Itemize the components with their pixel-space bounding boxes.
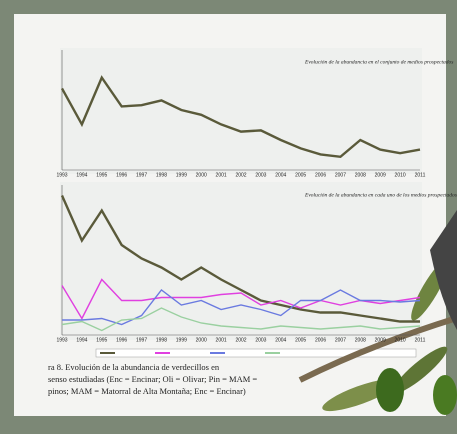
x-tick-label: 2001: [216, 337, 227, 343]
x-tick-label: 2001: [216, 172, 227, 178]
x-tick-label: 2009: [375, 337, 386, 343]
x-tick-label: 2007: [335, 337, 346, 343]
line-series: [62, 289, 421, 326]
line-series: [60, 195, 420, 323]
x-tick-label: 1993: [56, 337, 67, 343]
x-tick-label: 2005: [295, 172, 306, 178]
caption: ra 8. Evolución de la abundancia de verd…: [48, 362, 220, 372]
legend: [95, 348, 417, 358]
x-tick-label: 1998: [156, 172, 167, 178]
x-tick-label: 2004: [275, 172, 286, 178]
x-tick-label: 1996: [116, 172, 127, 178]
chart-title: Evolución de la abundancia en el conjunt…: [304, 59, 453, 65]
x-tick-label: 1994: [76, 172, 87, 178]
caption: senso estudiadas (Enc = Encinar; Oli = O…: [48, 374, 257, 384]
x-tick-label: 1994: [76, 337, 87, 343]
line-series: [60, 75, 421, 159]
plot-bg: [60, 182, 422, 340]
x-tick-label: 2005: [295, 337, 306, 343]
x-tick-label: 2010: [395, 337, 406, 343]
x-tick-label: 2003: [255, 337, 266, 343]
chart-title: Evolución de la abundancia en cada uno d…: [304, 192, 457, 198]
x-tick-label: 1997: [136, 172, 147, 178]
x-tick-label: 1995: [96, 337, 107, 343]
x-tick-label: 2006: [315, 172, 326, 178]
x-tick-label: 2003: [255, 172, 266, 178]
x-tick-label: 2011: [415, 337, 426, 343]
x-tick-label: 1995: [96, 172, 107, 178]
x-tick-label: 2011: [415, 172, 426, 178]
caption: pinos; MAM = Matorral de Alta Montaña; E…: [48, 386, 246, 396]
x-tick-label: 1996: [116, 337, 127, 343]
x-tick-label: 1993: [56, 172, 67, 178]
plot-bg: [60, 48, 422, 174]
x-tick-label: 2000: [196, 172, 207, 178]
x-tick-label: 2010: [395, 172, 406, 178]
x-tick-label: 1998: [156, 337, 167, 343]
x-tick-label: 2006: [315, 337, 326, 343]
x-tick-label: 1999: [176, 337, 187, 343]
x-tick-label: 2007: [335, 172, 346, 178]
x-tick-label: 2002: [235, 172, 246, 178]
x-tick-label: 2008: [355, 172, 366, 178]
x-tick-label: 2000: [196, 337, 207, 343]
x-tick-label: 1999: [176, 172, 187, 178]
x-tick-label: 2002: [235, 337, 246, 343]
olive-branch: [298, 210, 457, 415]
x-tick-label: 2009: [375, 172, 386, 178]
line-series: [61, 307, 421, 332]
x-tick-label: 1997: [136, 337, 147, 343]
x-tick-label: 2008: [355, 337, 366, 343]
x-tick-label: 2004: [275, 337, 286, 343]
